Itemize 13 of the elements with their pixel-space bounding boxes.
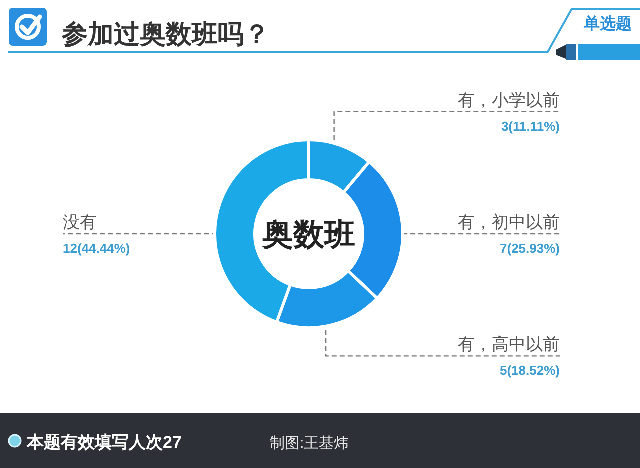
text: 制图:王基炜 <box>270 435 350 452</box>
slice-label: 有，小学以前 <box>458 90 560 110</box>
text: 单选题 <box>583 15 632 33</box>
slice-label: 有，初中以前 <box>458 213 560 232</box>
text: 奥数班 <box>262 217 356 252</box>
text: 本题有效填写人次27 <box>26 433 182 452</box>
data-label: 7(25.93%) <box>500 241 560 256</box>
slice-label: 有，高中以前 <box>458 335 560 354</box>
chart-title: 参加过奥数班吗？ <box>61 19 270 49</box>
data-label: 5(18.52%) <box>500 363 560 378</box>
data-label: 3(11.11%) <box>501 118 560 134</box>
data-label: 12(44.44%) <box>63 241 130 256</box>
slice-label: 没有 <box>63 213 97 232</box>
